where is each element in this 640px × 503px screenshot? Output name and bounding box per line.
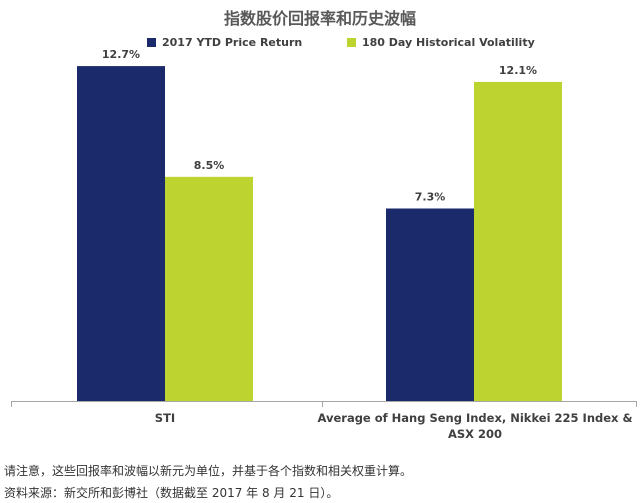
- legend: 2017 YTD Price Return 180 Day Historical…: [0, 36, 640, 54]
- bar: [165, 176, 253, 401]
- data-label: 12.1%: [499, 64, 537, 77]
- data-label: 8.5%: [194, 159, 225, 172]
- legend-swatch-return: [147, 38, 156, 47]
- data-label: 12.7%: [102, 48, 140, 61]
- x-axis-category-label: Average of Hang Seng Index, Nikkei 225 I…: [317, 411, 633, 441]
- legend-label-return: 2017 YTD Price Return: [162, 36, 303, 49]
- legend-swatch-volatility: [347, 38, 356, 47]
- bar: [474, 81, 562, 401]
- bar: [77, 66, 165, 401]
- chart-title: 指数股价回报率和历史波幅: [223, 9, 416, 28]
- footnote: 请注意，这些回报率和波幅以新元为单位，并基于各个指数和相关权重计算。: [4, 464, 413, 478]
- legend-label-volatility: 180 Day Historical Volatility: [362, 36, 535, 49]
- legend-item-volatility: 180 Day Historical Volatility: [347, 36, 535, 49]
- bar: [386, 208, 474, 401]
- legend-item-return: 2017 YTD Price Return: [147, 36, 302, 49]
- data-label: 7.3%: [415, 190, 446, 203]
- x-axis-category-label: STI: [154, 411, 176, 425]
- source-note: 资料来源：新交所和彭博社（数据截至 2017 年 8 月 21 日）。: [4, 486, 339, 500]
